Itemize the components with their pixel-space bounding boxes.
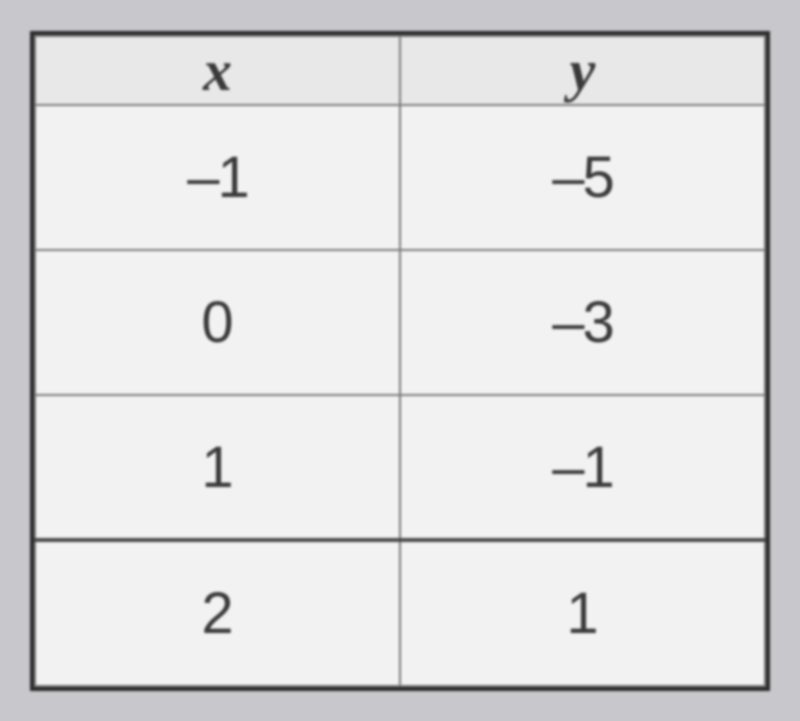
cell-x: 0 [35,250,400,395]
column-header-x: x [35,36,400,105]
cell-x: –1 [35,105,400,250]
cell-y: –1 [400,395,765,540]
table-row: 0 –3 [35,250,765,395]
table-row: –1 –5 [35,105,765,250]
data-table-container: x y –1 –5 0 –3 1 –1 2 1 [30,31,770,691]
table-header-row: x y [35,36,765,105]
cell-y: 1 [400,540,765,685]
cell-y: –5 [400,105,765,250]
xy-data-table: x y –1 –5 0 –3 1 –1 2 1 [34,35,766,687]
table-row: 2 1 [35,540,765,685]
cell-y: –3 [400,250,765,395]
column-header-y: y [400,36,765,105]
cell-x: 1 [35,395,400,540]
table-row: 1 –1 [35,395,765,540]
cell-x: 2 [35,540,400,685]
